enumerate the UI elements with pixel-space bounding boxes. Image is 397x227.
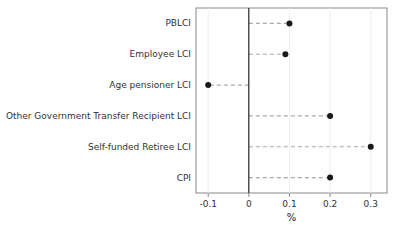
- dot: [368, 144, 374, 150]
- dot: [327, 113, 333, 119]
- stem: [208, 84, 249, 85]
- x-tick: [330, 193, 331, 197]
- x-tick: [289, 193, 290, 197]
- grid-line: [330, 8, 331, 193]
- x-tick-label: 0.1: [282, 199, 296, 209]
- category-label: Self-funded Retiree LCI: [88, 142, 191, 152]
- stem: [249, 146, 371, 147]
- chart-container: PBLCI Employee LCI Age pensioner LCI Other …: [0, 0, 397, 227]
- category-label: Employee LCI: [130, 49, 191, 59]
- chart: PBLCI Employee LCI Age pensioner LCI Other …: [0, 0, 397, 227]
- grid-line: [248, 8, 249, 193]
- x-tick-label: 0.3: [364, 199, 378, 209]
- x-tick-label: 0.2: [323, 199, 337, 209]
- stem: [249, 23, 290, 24]
- grid-line: [208, 8, 209, 193]
- grid-line: [289, 8, 290, 193]
- grid-line: [370, 8, 371, 193]
- category-label: PBLCI: [165, 18, 191, 28]
- category-label: Other Government Transfer Recipient LCI: [6, 111, 191, 121]
- zero-line: [248, 8, 249, 193]
- stem: [249, 177, 330, 178]
- plot-area: [205, 8, 374, 193]
- x-axis: -0.1 0 0.1 0.2 0.3: [199, 8, 377, 209]
- x-axis-label: %: [287, 212, 297, 223]
- dot: [282, 51, 288, 57]
- x-tick: [370, 193, 371, 197]
- plot-frame: [196, 8, 387, 193]
- dot: [327, 175, 333, 181]
- x-tick-label: -0.1: [199, 199, 217, 209]
- x-tick: [248, 193, 249, 197]
- x-tick-label: 0: [246, 199, 252, 209]
- dot: [205, 82, 211, 88]
- y-labels: PBLCI Employee LCI Age pensioner LCI Other …: [6, 18, 191, 182]
- x-tick: [208, 193, 209, 197]
- dot: [286, 20, 292, 26]
- stem: [249, 54, 286, 55]
- category-label: CPI: [177, 173, 191, 183]
- category-label: Age pensioner LCI: [109, 80, 191, 90]
- stem: [249, 115, 330, 116]
